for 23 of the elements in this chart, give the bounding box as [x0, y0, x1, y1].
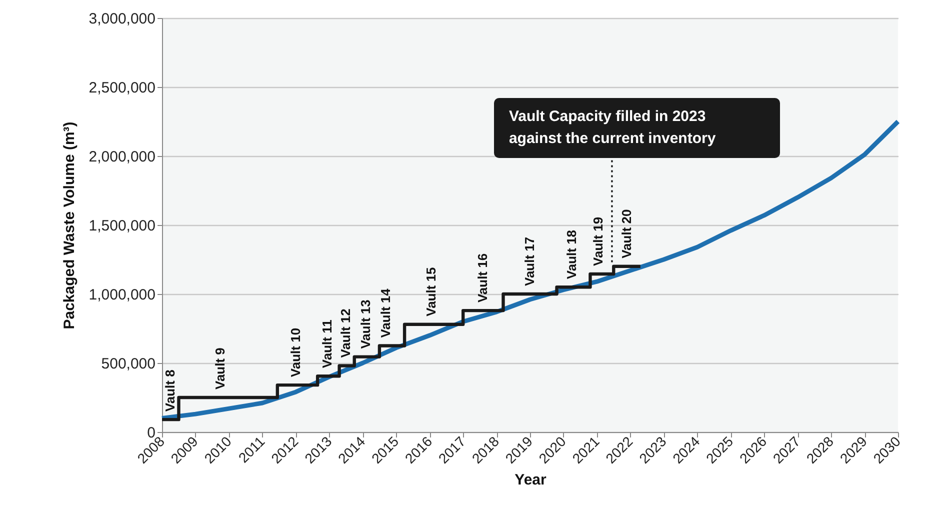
- annotation: Vault 16: [475, 253, 490, 303]
- y-tick-label: 1,000,000: [88, 286, 156, 304]
- annotation: Vault 13: [358, 300, 374, 349]
- annotation: Vault 9: [212, 348, 228, 390]
- y-tick-label: 0: [147, 424, 156, 442]
- y-tick-label: 500,000: [101, 356, 156, 372]
- y-tick-label: 1,500,000: [88, 218, 156, 234]
- x-axis-title: Year: [514, 471, 547, 488]
- annotation: Vault 14: [378, 288, 394, 338]
- y-tick-label: 3,000,000: [88, 10, 156, 28]
- annotation: Vault 11: [320, 320, 335, 368]
- annotation: Vault 18: [564, 230, 579, 280]
- callout-box: Vault Capacity filled in 2023 against the current inventory: [494, 98, 780, 158]
- y-tick-label: 2,000,000: [88, 148, 156, 166]
- y-axis-title: Packaged Waste Volume (m³): [60, 122, 78, 330]
- y-tick-label: 2,500,000: [88, 80, 156, 96]
- annotation: Vault 8: [162, 370, 178, 412]
- annotation: Vault 15: [423, 267, 438, 316]
- annotation: Vault 12: [338, 308, 353, 358]
- annotation: Vault 20: [619, 209, 634, 258]
- annotation: Vault 17: [522, 236, 537, 286]
- annotation: Vault 10: [288, 328, 303, 378]
- annotation: Vault 19: [590, 216, 606, 266]
